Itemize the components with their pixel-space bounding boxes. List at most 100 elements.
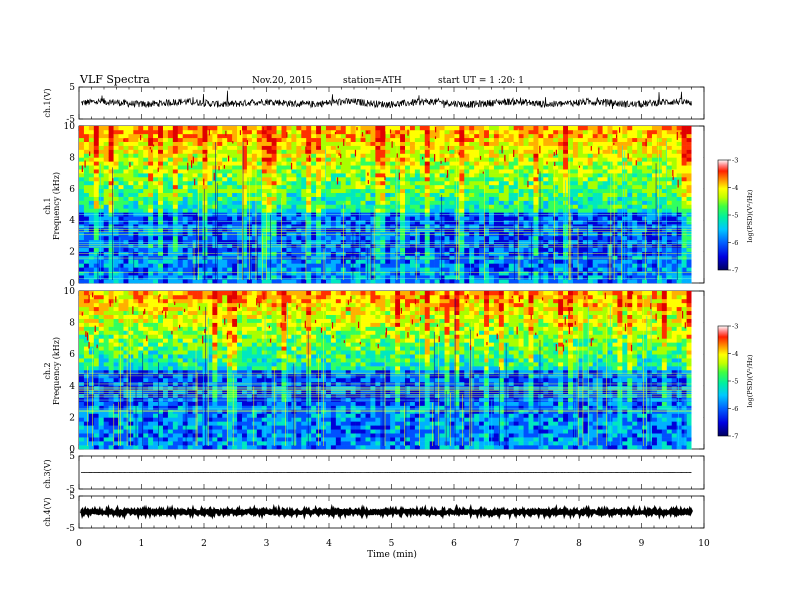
ch1-spectrogram-cell — [469, 247, 475, 252]
ch1-spectrogram-cell — [449, 267, 455, 272]
ch1-spectrogram-cell — [345, 220, 351, 225]
ch1-spectrogram-cell — [656, 126, 663, 131]
ch1-spectrogram-cell — [528, 141, 534, 146]
ch1-spectrogram-cell — [572, 173, 579, 178]
ch1-spectrogram-cell — [518, 133, 524, 139]
ch1-spectrogram-cell — [232, 228, 238, 233]
ch1-spectrogram-cell — [533, 141, 539, 146]
ch1-spectrogram-cell — [350, 126, 356, 131]
ch1-spectrogram-cell — [98, 259, 104, 264]
ch1-spectrogram-cell — [281, 275, 287, 280]
ch1-spectrogram-cell — [316, 145, 322, 150]
ch1-spectrogram-cell — [523, 137, 529, 142]
ch1-spectrogram-cell — [197, 200, 203, 205]
ch1-spectrogram-cell — [256, 231, 263, 237]
ch1-spectrogram-cell — [153, 220, 159, 225]
ch1-spectrogram-cell — [153, 263, 159, 268]
ch1-spectrogram-cell — [340, 126, 347, 131]
ch1-spectrogram-cell — [182, 259, 188, 264]
ch1-spectrogram-cell — [429, 180, 435, 186]
ch1-spectrogram-cell — [553, 184, 559, 190]
ch1-spectrogram-cell — [360, 173, 366, 178]
ch1-spectrogram-cell — [400, 192, 406, 197]
ch1-spectrogram-cell — [153, 177, 159, 182]
ch1-spectrogram-cell — [162, 180, 169, 186]
ch1-spectrogram-cell — [148, 192, 154, 197]
ch1-spectrogram-cell — [153, 267, 159, 272]
ch1-spectrogram-cell — [212, 255, 218, 260]
ch1-spectrogram-cell — [271, 145, 277, 150]
ch1-spectrogram-cell — [158, 157, 164, 162]
ch1-spectrogram-cell — [523, 263, 529, 268]
ch1-spectrogram-cell — [335, 157, 342, 162]
ch1-spectrogram-cell — [493, 173, 500, 178]
ch1-spectrogram-cell — [345, 129, 351, 135]
ch1-spectrogram-cell — [548, 267, 554, 272]
ch1-spectrogram-cell — [538, 137, 544, 142]
ch1-spectrogram-cell — [311, 200, 317, 205]
ch1-spectrogram-cell — [162, 243, 169, 248]
ch1-spectrogram-cell — [158, 169, 164, 174]
ch1-spectrogram-cell — [395, 243, 401, 248]
ch1-spectrogram-cell — [582, 267, 589, 272]
ch1-spectrogram-cell — [553, 259, 559, 264]
ch1-spectrogram-cell — [493, 220, 500, 225]
ch1-spectrogram-cell — [108, 279, 114, 284]
ch1-spectrogram-cell — [409, 169, 416, 174]
ch1-spectrogram-cell — [143, 133, 149, 139]
ch1-spectrogram-cell — [217, 192, 223, 197]
ch1-spectrogram-cell — [93, 165, 100, 170]
ch1-spectrogram-cell — [563, 126, 569, 131]
ch1-spectrogram-cell — [434, 188, 440, 194]
ch1-spectrogram-cell — [355, 133, 361, 139]
ch1-spectrogram-cell — [232, 279, 238, 284]
ch1-spectrogram-cell — [261, 275, 267, 280]
ch1-spectrogram-cell — [602, 184, 608, 190]
ch1-spectrogram-cell — [325, 200, 332, 205]
ch1-spectrogram-cell — [375, 149, 381, 154]
ch1-spectrogram-cell — [508, 220, 514, 225]
ch1-spectrogram-cell — [281, 200, 287, 205]
ch1-spectrogram-cell — [296, 196, 302, 201]
ch1-spectrogram-cell — [503, 200, 510, 205]
ch1-spectrogram-cell — [222, 216, 228, 221]
ch1-spectrogram-cell — [627, 204, 633, 209]
ch1-spectrogram-cell — [528, 161, 534, 166]
ch1-spectrogram-cell — [306, 149, 312, 154]
ch1-spectrogram-cell — [602, 263, 608, 268]
ch1-spectrogram-cell — [459, 220, 465, 225]
ch1-spectrogram-cell — [632, 192, 638, 197]
ch1-spectrogram-cell — [553, 192, 559, 197]
ch1-spectrogram-cell — [88, 173, 95, 178]
ch1-spectrogram-cell — [172, 149, 179, 154]
ch1-spectrogram-cell — [553, 235, 559, 241]
ch1-spectrogram-cell — [256, 279, 263, 284]
ch1-spectrogram-cell — [553, 161, 559, 166]
ch1-spectrogram-cell — [172, 133, 179, 139]
ch1-spectrogram-cell — [449, 231, 455, 237]
ch1-spectrogram-cell — [148, 275, 154, 280]
ch1-spectrogram-cell — [533, 204, 539, 209]
ch1-spectrogram-cell — [153, 275, 159, 280]
ch1-spectrogram-cell — [301, 239, 307, 245]
ch1-spectrogram-cell — [429, 153, 435, 158]
ch1-spectrogram-cell — [419, 184, 426, 190]
ch1-spectrogram-cell — [572, 239, 579, 245]
ch1-spectrogram-cell — [148, 255, 154, 260]
ch1-spectrogram-cell — [533, 188, 539, 194]
ch1-spectrogram-cell — [429, 149, 435, 154]
ch1-spectrogram-cell — [612, 177, 618, 182]
ch1-spectrogram-cell — [617, 188, 623, 194]
ch1-spectrogram-cell — [587, 173, 594, 178]
ch1-spectrogram-cell — [444, 263, 450, 268]
ch1-spectrogram-cell — [88, 126, 95, 131]
ch1-spectrogram-cell — [276, 267, 282, 272]
ch1-spectrogram-cell — [212, 216, 218, 221]
ch1-spectrogram-cell — [177, 267, 184, 272]
ch1-spectrogram-cell — [464, 235, 470, 241]
ch1-spectrogram-cell — [266, 239, 272, 245]
ch1-spectrogram-cell — [498, 200, 505, 205]
ch1-spectrogram-cell — [79, 141, 85, 146]
ch1-spectrogram-cell — [118, 149, 124, 154]
ch1-spectrogram-cell — [108, 145, 114, 150]
